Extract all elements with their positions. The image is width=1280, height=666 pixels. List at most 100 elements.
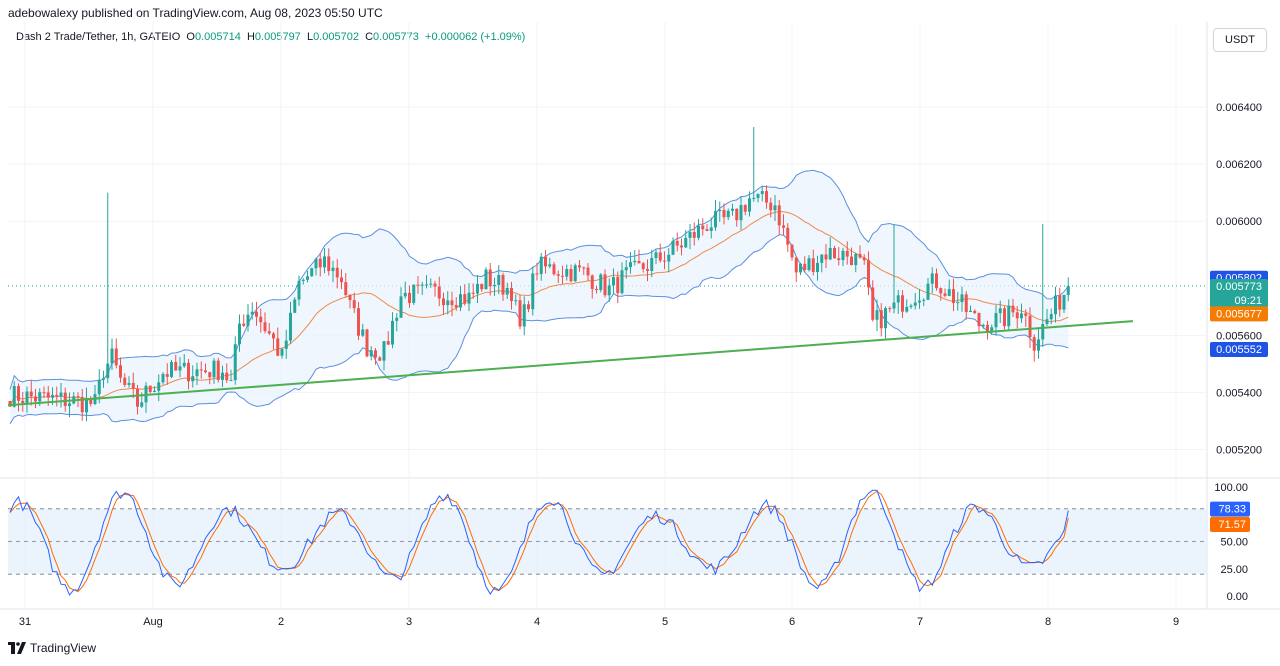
symbol-title[interactable]: Dash 2 Trade/Tether, 1h, GATEIO — [16, 31, 181, 43]
candle-body — [195, 369, 199, 377]
candle-body — [463, 294, 467, 304]
candle-body — [403, 292, 407, 297]
candle-body — [1062, 294, 1066, 310]
candle-body — [909, 305, 913, 307]
candle-body — [276, 338, 280, 356]
candle-body — [803, 263, 807, 270]
candle-body — [450, 300, 454, 306]
candle-body — [51, 394, 54, 398]
candle-body — [331, 267, 335, 272]
candle-body — [935, 273, 938, 289]
candle-body — [374, 350, 377, 358]
basis-tag: 0.005677 — [1210, 306, 1268, 322]
candle-body — [114, 348, 118, 366]
candle-body — [714, 211, 717, 228]
osc-tick-label: 100.00 — [1214, 482, 1248, 494]
candle-body — [420, 284, 424, 286]
time-tick-label: Aug — [143, 616, 163, 628]
candle-body — [191, 376, 195, 382]
candle-body — [178, 366, 182, 371]
candle-body — [340, 277, 343, 283]
candle-body — [535, 273, 539, 275]
candle-body — [1020, 313, 1023, 319]
candle-body — [352, 300, 356, 309]
candle-body — [947, 289, 951, 296]
currency-button[interactable]: USDT — [1213, 28, 1267, 52]
candle-body — [875, 310, 879, 320]
candle-body — [484, 269, 488, 290]
candle-body — [816, 262, 819, 272]
candle-body — [1037, 339, 1040, 351]
price-tag-text: 0.005552 — [1216, 344, 1262, 356]
tradingview-footer[interactable]: TradingView — [8, 641, 96, 655]
candle-body — [578, 265, 581, 268]
osc-tag-box — [1210, 501, 1250, 517]
candle-body — [425, 284, 428, 286]
publisher-caption: adebowalexy published on TradingView.com… — [8, 6, 383, 20]
candle-body — [514, 300, 518, 302]
candle-body — [760, 191, 764, 195]
candle-body — [612, 277, 615, 286]
candle-body — [552, 264, 556, 275]
osc-value-tag: 78.33 — [1210, 501, 1250, 517]
time-tick-label: 5 — [662, 616, 668, 628]
candle-body — [794, 257, 798, 273]
candle-body — [977, 313, 981, 327]
candle-body — [301, 279, 305, 281]
candle-body — [357, 308, 360, 336]
candle-body — [259, 316, 263, 323]
price-axis: 0.006400 0.006200 0.006000 0.005600 0.005400… — [1210, 102, 1268, 456]
candle-body — [446, 300, 450, 306]
candle-body — [1032, 337, 1036, 351]
candle-body — [437, 286, 441, 299]
candle-body — [879, 310, 883, 329]
candle-body — [412, 284, 416, 303]
candle-body — [233, 344, 237, 381]
open-value: 0.005714 — [194, 31, 241, 43]
open-label: O — [186, 31, 195, 43]
candle-body — [1028, 315, 1032, 338]
candle-body — [76, 396, 80, 398]
candle-body — [250, 311, 254, 315]
candle-body — [416, 284, 420, 286]
candle-body — [905, 306, 909, 312]
candle-body — [561, 275, 564, 277]
candle-body — [140, 402, 144, 407]
candle-body — [131, 382, 135, 389]
candle-body — [943, 293, 947, 296]
time-tick-label: 31 — [19, 616, 31, 628]
candle-body — [786, 227, 790, 245]
candle-body — [310, 268, 314, 277]
price-tag-text: 09:21 — [1234, 295, 1262, 307]
candle-body — [59, 392, 63, 397]
candle-body — [981, 324, 985, 327]
candle-body — [314, 258, 318, 269]
osc-tag-text: 71.57 — [1218, 519, 1246, 531]
price-tick-label: 0.005200 — [1216, 444, 1262, 456]
candle-body — [348, 295, 352, 301]
candle-body — [386, 341, 390, 345]
candle-body — [854, 253, 858, 266]
candle-body — [293, 299, 297, 313]
candle-body — [153, 390, 156, 392]
candle-body — [144, 385, 148, 403]
candle-body — [255, 311, 258, 317]
candle-body — [718, 209, 722, 212]
price-tick-label: 0.006400 — [1216, 102, 1262, 114]
candle-body — [590, 275, 594, 289]
candle-body — [731, 208, 734, 211]
stoch-rsi-pane: 100.00 50.00 25.00 0.00 78.33 71.57 — [8, 482, 1250, 603]
candle-body — [182, 362, 186, 367]
candle-body — [488, 269, 492, 287]
candle-body — [1045, 319, 1049, 324]
basis-line — [9, 211, 1069, 407]
candle-body — [743, 205, 747, 212]
candle-body — [603, 274, 607, 296]
candle-body — [913, 302, 917, 306]
candle-body — [476, 283, 479, 294]
candle-body — [629, 262, 632, 268]
candle-body — [408, 292, 411, 303]
candle-body — [246, 314, 250, 326]
candle-body — [471, 292, 475, 294]
price-tick-label: 0.005400 — [1216, 387, 1262, 399]
